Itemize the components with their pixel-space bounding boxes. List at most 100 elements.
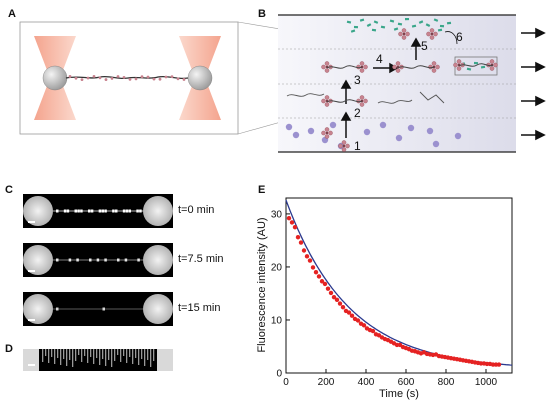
data-point [313,270,319,275]
protein-dot [182,78,186,81]
fluorophore [466,67,472,71]
x-tick-label: 400 [358,377,375,388]
data-point [304,254,310,259]
vesicle [395,134,403,142]
vesicle [363,128,371,136]
fluorophore [473,61,479,65]
step-2-label: 2 [354,106,361,120]
data-point [340,305,346,310]
y-tick-label: 10 [271,315,283,326]
x-tick-label: 200 [318,377,335,388]
scale-bar [28,364,35,366]
fluorophore [350,29,356,33]
data-point [292,224,298,230]
data-point [337,301,343,306]
kymo-snapshots [23,194,173,326]
data-point [328,290,334,296]
y-tick-label: 0 [276,369,282,380]
panel-d-label: D [5,343,13,355]
fluorophore [366,23,372,27]
y-tick-label: 30 [271,209,283,220]
protein-dot [74,76,78,80]
x-ticks: 0 200 400 600 800 1000 [283,369,498,388]
y-ticks: 0 10 20 30 [271,209,290,380]
panel-c-label: C [5,184,13,196]
data-point [331,294,337,300]
fluorophore [393,27,399,31]
bead-right [187,65,213,91]
scale-bar [28,319,35,321]
y-tick-label: 20 [271,262,283,273]
data-point [325,286,331,291]
fluorophore [353,25,359,29]
vesicle [307,127,315,135]
protein-complex [356,61,368,73]
step-1-label: 1 [354,139,361,153]
fluorophore [373,20,379,24]
scale-bar [28,270,35,272]
protein-dot [92,75,96,78]
protein-complex [321,95,333,107]
scale-bar [28,221,35,223]
protein-dot [152,77,156,81]
data-point [349,313,355,318]
x-tick-label: 0 [283,377,289,388]
data-point [322,281,328,287]
fit-line [285,199,513,366]
data-point [286,215,292,221]
fluorophore [404,17,410,21]
fluorophore [418,20,424,24]
panel-e-label: E [258,184,265,196]
step-6-pointer [444,31,458,45]
vesicle [285,123,293,131]
snapshot-frame [23,292,173,326]
data-point [289,220,295,225]
protein-dot [146,75,150,79]
fluorophore [439,24,445,28]
y-axis-label: Fluorescence intensity (AU) [256,217,268,352]
panel-c: C t=0 min t=7.5 min t=15 min [5,184,224,326]
protein-dot [110,77,114,80]
fluorophore [359,18,365,22]
data-point [334,297,340,303]
fluorophore [425,23,431,27]
protein-dot [86,76,90,80]
snapshot-frame [23,243,173,277]
vesicle [454,132,462,140]
protein-dot [158,77,162,81]
fluorophore [397,22,403,26]
data-point [301,248,307,253]
time-label-0: t=0 min [178,204,214,216]
protein-dot [164,75,168,79]
data-point [307,258,313,263]
protein-dot [128,78,132,81]
fluorophore [437,28,443,32]
panel-d: D [5,343,173,371]
protein-complexes [321,28,498,152]
plot-frame [285,197,513,374]
fluorophore [380,25,386,29]
free-dna [286,91,445,104]
protein-complex [321,61,333,73]
protein-complex [321,127,333,139]
data-point [319,279,325,284]
flow-channel [278,15,516,152]
fluorophore [371,28,377,32]
data-point [370,328,376,334]
protein-dot [134,77,138,81]
flow-arrows [521,27,546,141]
panel-b: B [258,8,546,153]
data-point [355,318,361,323]
protein-dot [140,75,144,79]
x-tick-label: 600 [398,377,415,388]
data-point [346,310,352,315]
vesicles [285,121,462,150]
kymograph-streaks [23,349,173,371]
fluorophore [389,19,395,23]
x-tick-label: 1000 [475,377,498,388]
dna-segments [326,63,494,103]
data-points [286,215,502,367]
vesicle [292,131,300,139]
snapshot-frame [23,194,173,228]
